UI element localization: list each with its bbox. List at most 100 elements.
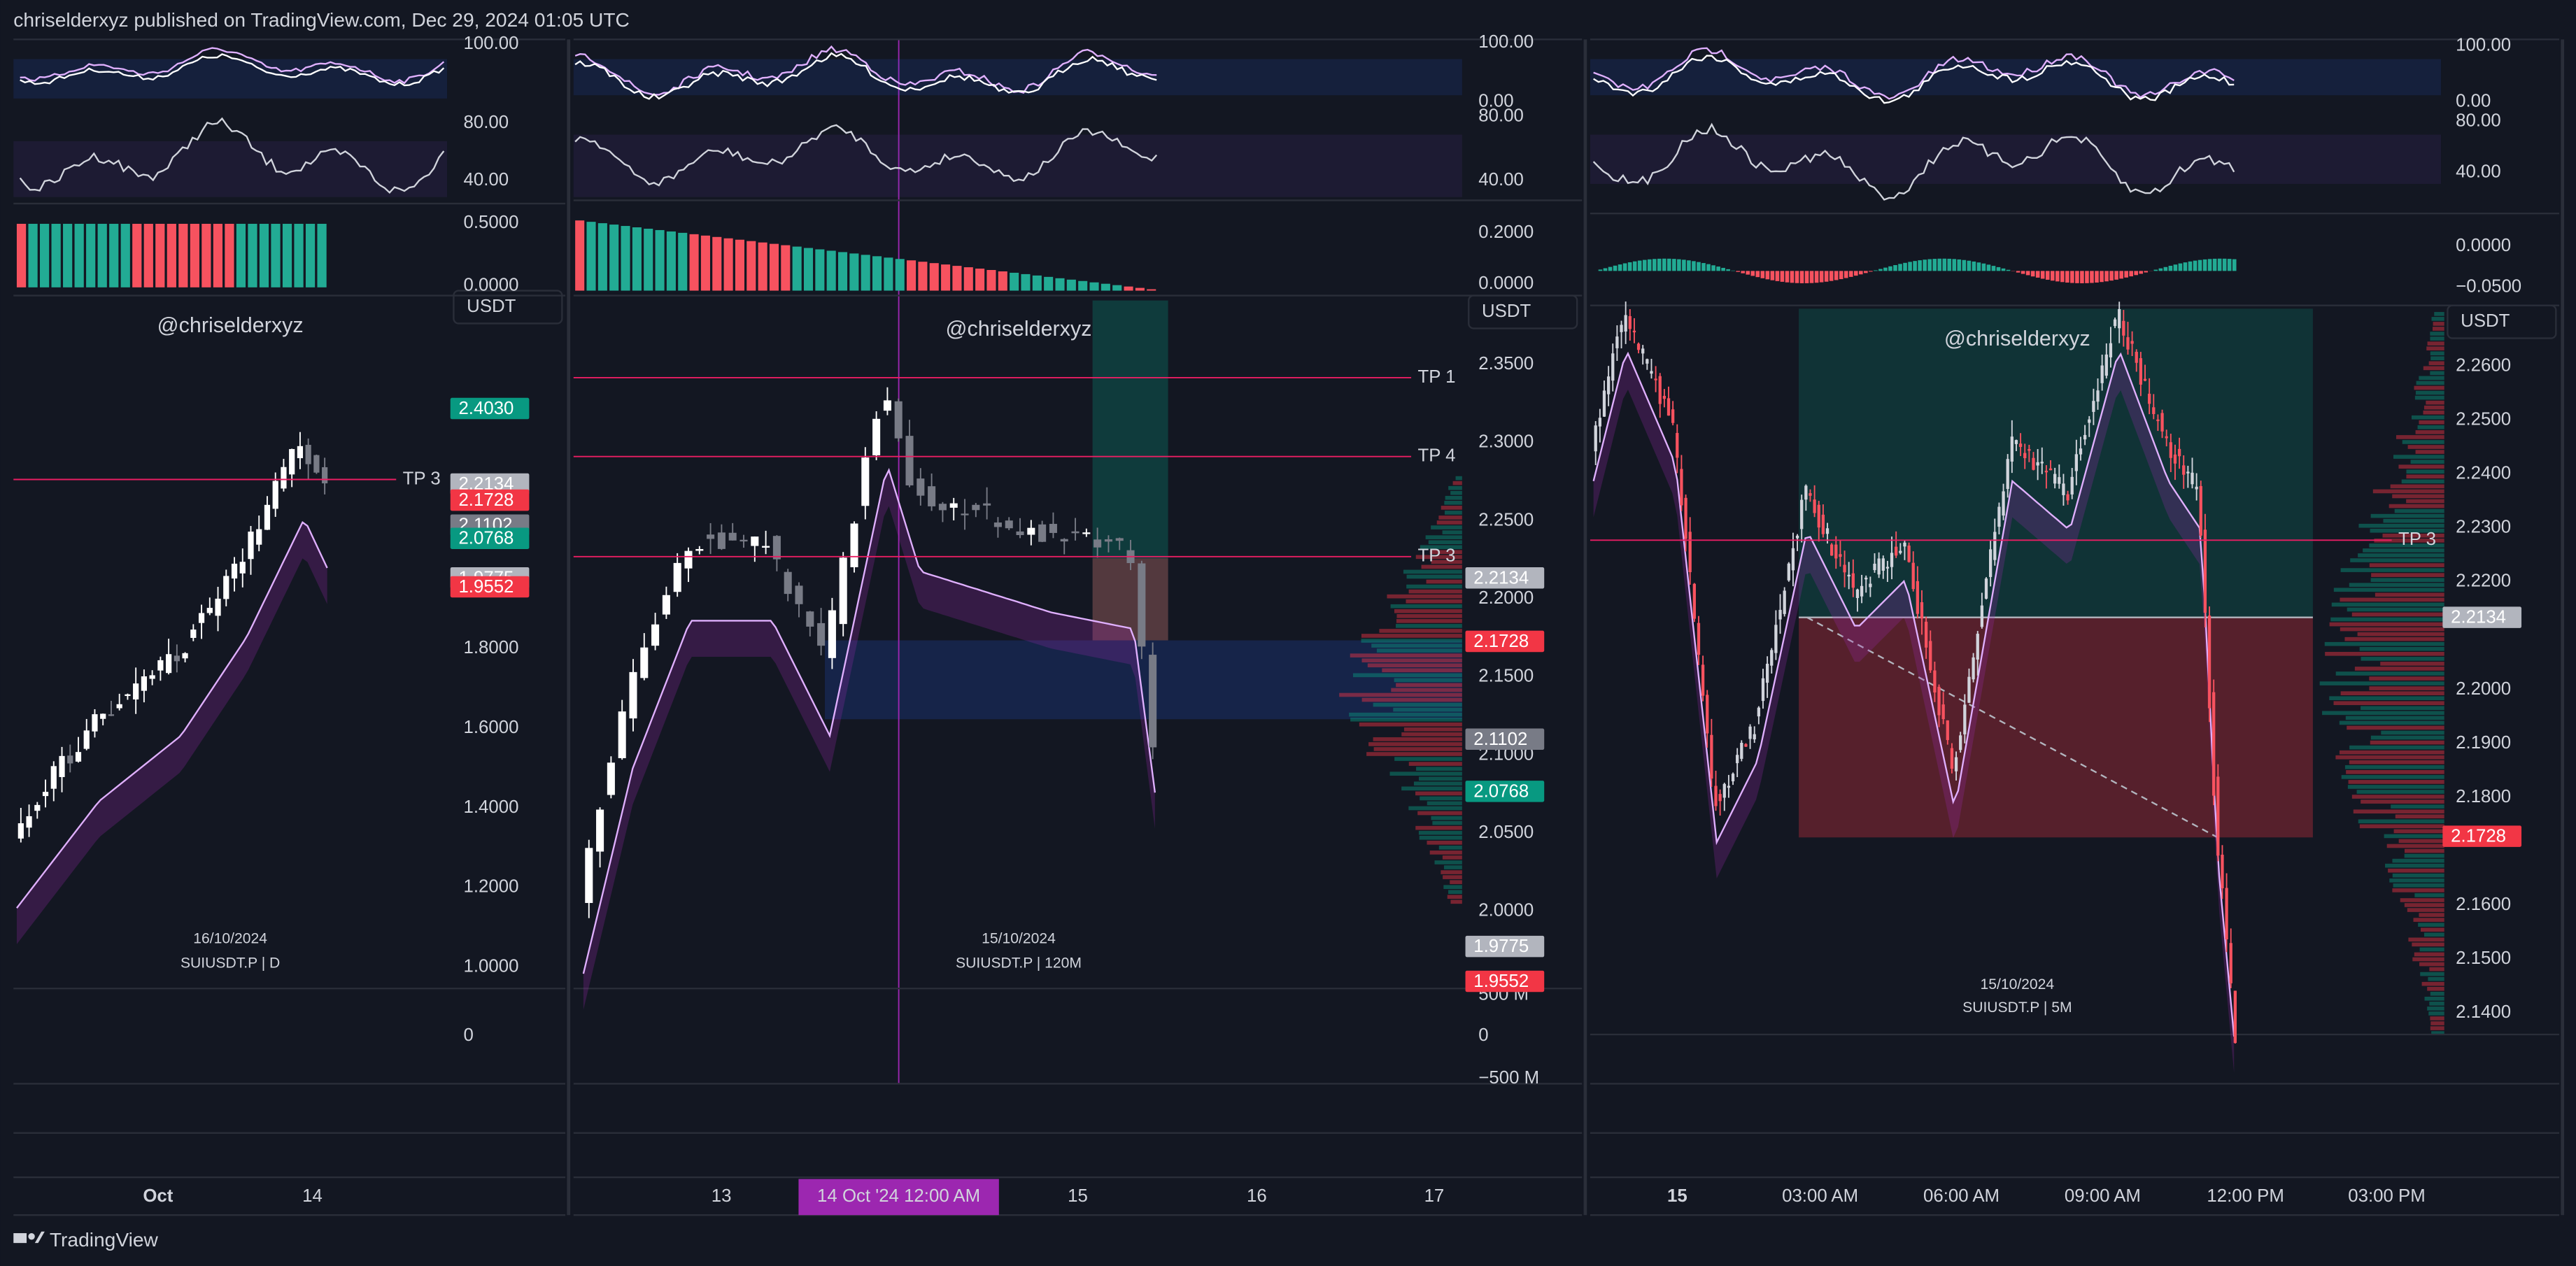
volume-profile	[1429, 550, 1462, 555]
candle-body	[651, 624, 660, 646]
histogram-bar	[1858, 271, 1863, 275]
histogram-bar	[1618, 264, 1622, 271]
volume-profile	[2401, 479, 2444, 484]
histogram-bar	[2095, 271, 2099, 283]
histogram-bar	[975, 269, 985, 291]
brand[interactable]: TradingView	[50, 1228, 159, 1251]
candle-body	[2186, 471, 2190, 474]
volume-profile	[2392, 494, 2444, 499]
volume-profile	[2416, 380, 2444, 385]
histogram-bar	[213, 223, 223, 287]
candle-body	[2092, 401, 2095, 412]
price-tag-label: 2.2134	[2451, 608, 2506, 627]
volume-profile	[2369, 676, 2444, 681]
volume-profile	[1396, 619, 1462, 623]
histogram-bar	[236, 223, 246, 287]
volume-profile	[2356, 790, 2444, 794]
histogram-bar	[826, 250, 836, 291]
histogram-bar	[2025, 271, 2030, 276]
volume-profile	[2384, 834, 2444, 839]
candle-body	[1765, 663, 1769, 683]
histogram-bar	[1089, 282, 1099, 291]
histogram-bar	[51, 223, 61, 287]
volume-profile	[1415, 825, 1462, 830]
candle-body	[2147, 393, 2151, 404]
osc-axis-label: 100.00	[2456, 36, 2511, 55]
volume-profile	[2329, 696, 2444, 701]
volume-profile	[1432, 820, 1462, 825]
candle-body	[92, 714, 98, 732]
histogram-bar	[2119, 271, 2123, 279]
histogram-bar	[1937, 258, 1942, 271]
volume-profile	[2430, 351, 2444, 356]
volume-profile	[1382, 668, 1462, 673]
price-tag	[1465, 567, 1545, 589]
volume-profile	[1408, 589, 1462, 594]
candle-body	[313, 455, 320, 473]
candle-body	[2074, 454, 2078, 471]
volume-profile	[1441, 506, 1462, 510]
volume-profile	[2406, 499, 2444, 504]
price-tick-label: 1.4000	[464, 797, 519, 817]
volume-profile	[1366, 752, 1462, 756]
candle-body	[1071, 531, 1080, 534]
histogram-bar	[1908, 262, 1912, 271]
candle-body	[695, 548, 704, 551]
histogram-bar	[1701, 263, 1706, 271]
histogram-bar	[317, 223, 327, 287]
histogram-bar	[1785, 271, 1790, 283]
volume-profile	[2398, 464, 2444, 469]
volume-profile	[2361, 657, 2444, 661]
candle-body	[116, 704, 122, 709]
candle-body	[2122, 320, 2125, 336]
candle-body	[206, 608, 213, 613]
candle-body	[2066, 494, 2069, 501]
candle-body	[17, 823, 24, 839]
histogram-bar	[1829, 271, 1834, 281]
histogram-bar	[1824, 271, 1829, 282]
volume-profile	[1413, 781, 1462, 786]
volume-profile	[2433, 322, 2444, 326]
candle-body	[1903, 542, 1906, 547]
histogram-bar	[1746, 271, 1750, 275]
candle-body	[26, 816, 32, 828]
histogram-bar	[2232, 259, 2237, 271]
histogram-bar	[1790, 271, 1795, 283]
oscillator-line	[1592, 122, 2235, 201]
histogram-bar	[97, 223, 107, 287]
volume-profile	[2406, 469, 2444, 474]
currency[interactable]: USDT	[467, 297, 516, 316]
volume-profile	[2430, 1016, 2444, 1020]
candle-body	[198, 613, 205, 623]
candle-body	[256, 529, 262, 545]
currency[interactable]: USDT	[2461, 311, 2510, 331]
candle-body	[1795, 535, 1799, 539]
watermark: @chriselderxyz	[1944, 327, 2090, 350]
histogram-bar	[2100, 271, 2104, 283]
histogram-bar	[941, 264, 951, 291]
volume-profile	[2423, 405, 2444, 410]
candle-body	[1770, 650, 1774, 666]
volume-profile	[2392, 858, 2444, 863]
candle-body	[2048, 468, 2053, 471]
candle-body	[231, 563, 238, 579]
candle-body	[2070, 476, 2074, 495]
volume-profile	[2396, 435, 2444, 439]
histogram-bar	[28, 223, 38, 287]
volume-profile	[2344, 764, 2444, 769]
histogram-bar	[2085, 271, 2089, 283]
candle-body	[1005, 520, 1013, 529]
histogram-bar	[837, 252, 848, 291]
candle-body	[1666, 398, 1671, 416]
candle-body	[125, 694, 131, 697]
currency[interactable]: USDT	[1482, 301, 1531, 321]
volume-profile	[2428, 976, 2444, 981]
candle-body	[1632, 330, 1636, 333]
candle-body	[1714, 785, 1718, 806]
histogram-bar	[792, 246, 802, 291]
candle-body	[1809, 493, 1812, 496]
candle-body	[2058, 477, 2061, 484]
volume-profile	[1394, 609, 1462, 613]
candle-body	[1688, 532, 1692, 573]
volume-profile	[2340, 568, 2444, 572]
